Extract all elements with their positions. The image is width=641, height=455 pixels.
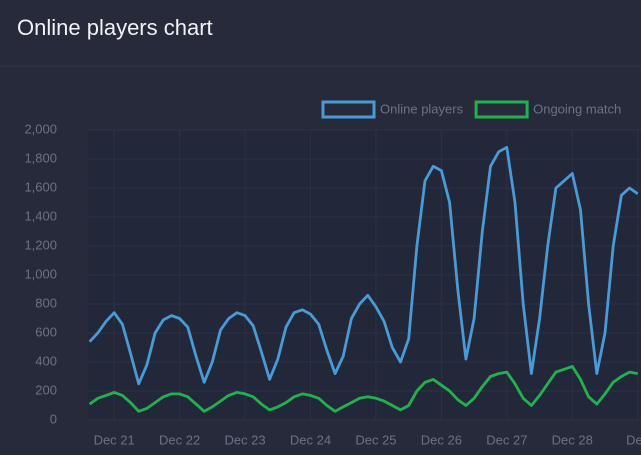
x-tick-label: Dec 22 — [159, 432, 200, 447]
y-tick-label: 1,400 — [24, 208, 57, 223]
x-tick-label: Dec 28 — [552, 432, 593, 447]
y-tick-label: 200 — [35, 382, 57, 397]
legend-swatch — [321, 100, 376, 119]
y-tick-label: 0 — [50, 411, 57, 426]
x-tick-label: Dec 24 — [290, 432, 331, 447]
y-tick-label: 800 — [35, 295, 57, 310]
x-tick-label: Dec 27 — [486, 432, 527, 447]
line-series — [88, 146, 639, 386]
chart-title: Online players chart — [17, 15, 213, 40]
x-tick-label: Dec 26 — [421, 432, 462, 447]
x-tick-label: Dec — [626, 432, 641, 447]
y-tick-label: 600 — [35, 324, 57, 339]
y-tick-label: 1,000 — [24, 266, 57, 281]
y-tick-label: 1,800 — [24, 150, 57, 165]
line-series — [88, 365, 638, 413]
y-tick-label: 1,600 — [24, 179, 57, 194]
x-tick-label: Dec 21 — [94, 432, 135, 447]
legend-label: Online players — [380, 101, 464, 116]
x-tick-label: Dec 23 — [224, 432, 265, 447]
y-tick-label: 1,200 — [24, 237, 57, 252]
legend-swatch — [474, 100, 529, 119]
legend-label: Ongoing match — [533, 101, 621, 116]
y-tick-label: 400 — [35, 353, 57, 368]
x-tick-label: Dec 25 — [355, 432, 396, 447]
y-tick-label: 2,000 — [24, 121, 57, 136]
